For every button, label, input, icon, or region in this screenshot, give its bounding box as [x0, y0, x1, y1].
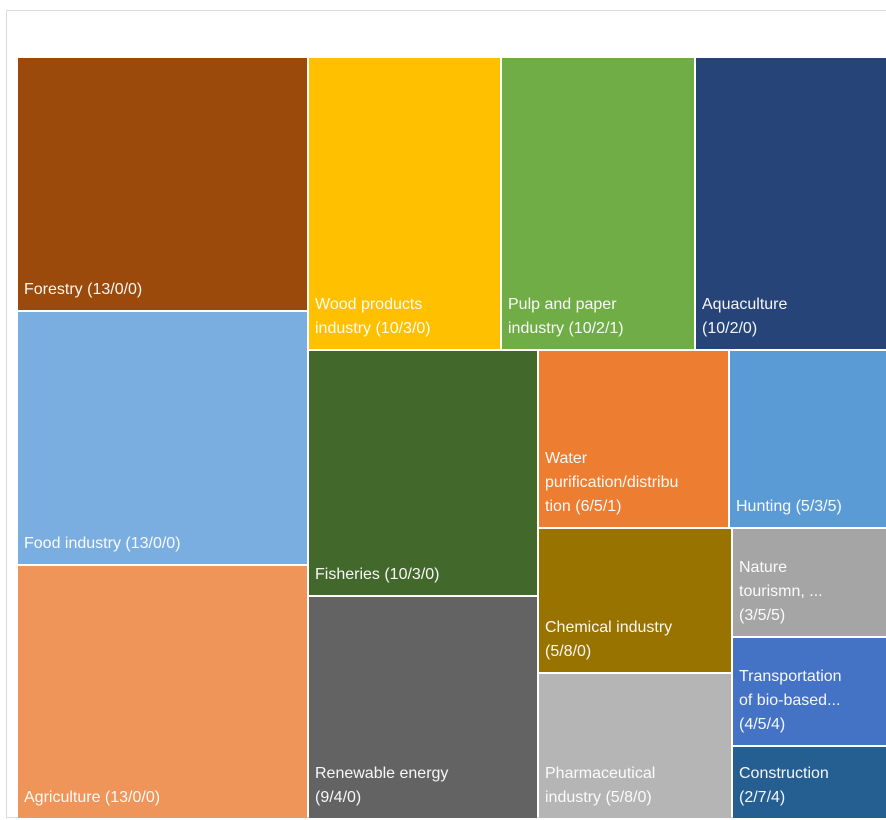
tile-label: Agriculture (13/0/0) — [24, 789, 161, 806]
tile-label: Forestry (13/0/0) — [24, 281, 143, 298]
tile-label: Aquaculture (10/2/0) — [702, 296, 788, 337]
treemap-tile: Food industry (13/0/0) — [18, 312, 307, 564]
treemap-tile: Forestry (13/0/0) — [18, 58, 307, 310]
tile-label: Wood products industry (10/3/0) — [315, 296, 431, 337]
tile-label: Construction (2/7/4) — [739, 765, 829, 806]
tile-label: Fisheries (10/3/0) — [315, 566, 440, 583]
treemap-tile: Wood products industry (10/3/0) — [309, 58, 500, 349]
treemap-tile: Chemical industry (5/8/0) — [539, 529, 731, 672]
treemap-tile: Renewable energy (9/4/0) — [309, 597, 537, 818]
treemap-tile: Aquaculture (10/2/0) — [696, 58, 886, 349]
tile-label: Transportation of bio-based... (4/5/4) — [739, 668, 842, 733]
tile-label: Renewable energy (9/4/0) — [315, 765, 449, 806]
treemap-tile: Agriculture (13/0/0) — [18, 566, 307, 818]
treemap-tile: Fisheries (10/3/0) — [309, 351, 537, 595]
treemap-tile: Water purification/distribu tion (6/5/1) — [539, 351, 728, 527]
tile-label: Chemical industry (5/8/0) — [545, 619, 673, 660]
treemap-tile: Pulp and paper industry (10/2/1) — [502, 58, 694, 349]
tile-label: Food industry (13/0/0) — [24, 535, 181, 552]
tile-label: Hunting (5/3/5) — [736, 498, 842, 515]
tile-label: Pharmaceutical industry (5/8/0) — [545, 765, 656, 806]
treemap-tile: Construction (2/7/4) — [733, 747, 886, 818]
treemap-tile: Pharmaceutical industry (5/8/0) — [539, 674, 731, 818]
tile-label: Pulp and paper industry (10/2/1) — [508, 296, 624, 337]
tile-label: Nature tourismn, ... (3/5/5) — [739, 559, 823, 624]
treemap-tile: Hunting (5/3/5) — [730, 351, 886, 527]
treemap-tile: Nature tourismn, ... (3/5/5) — [733, 529, 886, 636]
treemap-tile: Transportation of bio-based... (4/5/4) — [733, 638, 886, 745]
tile-label: Water purification/distribu tion (6/5/1) — [545, 450, 679, 515]
